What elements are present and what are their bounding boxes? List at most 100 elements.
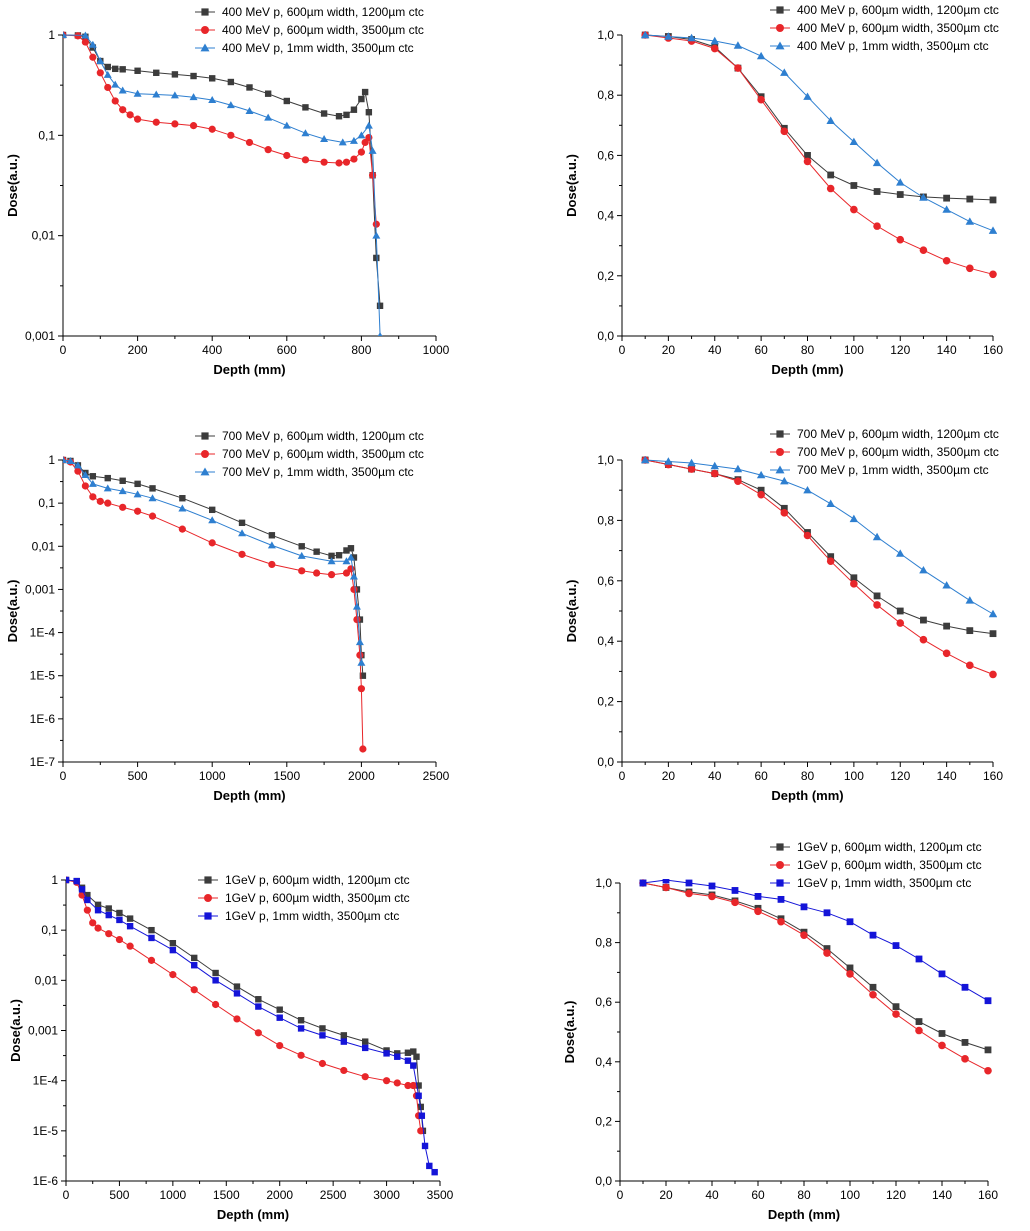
data-point (800, 903, 808, 911)
data-point (873, 222, 881, 230)
data-point (233, 1015, 241, 1023)
series-2 (63, 31, 380, 228)
data-point (873, 188, 881, 195)
data-point (417, 1127, 425, 1135)
y-tick-label: 0,01 (35, 973, 59, 987)
legend-marker (776, 24, 784, 32)
data-point (255, 996, 262, 1003)
legend: 400 MeV p, 600µm width, 1200µm ctc 400 Me… (195, 5, 424, 55)
data-point (335, 159, 343, 167)
chart-panel-c: 0 500 1000 1500 2000 2500 1E-7 1E-6 1E-5 1E-4 0,00… (5, 429, 450, 803)
legend-label: 1GeV p, 600µm width, 1200µm ctc (797, 840, 982, 854)
data-point (780, 476, 789, 485)
data-point (372, 220, 380, 228)
data-point (800, 931, 808, 939)
data-point (896, 619, 905, 627)
data-point (915, 955, 923, 963)
data-point (409, 1081, 417, 1090)
legend-marker (775, 41, 785, 50)
data-point (357, 685, 365, 693)
data-point (178, 504, 187, 512)
chart-panel-a: 0 200 400 600 800 1000 0,001 0,01 0,1 1 Depth (mm)… (5, 5, 450, 377)
data-point (189, 122, 198, 130)
data-point (78, 886, 86, 893)
data-point (757, 486, 765, 494)
data-point (212, 1000, 220, 1009)
x-tick-label: 2500 (423, 769, 450, 783)
chart-panel-b: 0 20 40 60 80 100 120 140 160 0,0 0,2 0,4 0,6 0,8 1,0 D… (564, 3, 1003, 377)
data-point (846, 918, 854, 926)
x-tick-label: 140 (932, 1188, 952, 1202)
data-point (846, 970, 854, 978)
x-tick-label: 2000 (266, 1188, 293, 1202)
series-line (642, 882, 989, 1072)
data-point (850, 574, 858, 582)
x-tick-label: 140 (937, 343, 957, 357)
data-point (103, 484, 112, 492)
legend-marker (776, 448, 784, 456)
data-point (152, 118, 160, 126)
data-point (961, 1039, 969, 1046)
data-point (148, 926, 155, 934)
x-tick-label: 80 (797, 1188, 811, 1202)
data-point (254, 1029, 262, 1037)
legend-marker (204, 912, 212, 920)
data-point (377, 332, 383, 336)
data-point (81, 482, 89, 490)
data-point (362, 1044, 369, 1052)
data-point (298, 567, 306, 575)
data-point (757, 95, 765, 104)
data-point (327, 557, 336, 565)
data-point (63, 31, 67, 38)
data-point (421, 1142, 429, 1150)
data-point (112, 65, 119, 73)
legend-label: 400 MeV p, 600µm width, 3500µm ctc (222, 23, 424, 37)
y-tick-label: 0,6 (597, 574, 614, 588)
legend-label: 1GeV p, 600µm width, 1200µm ctc (225, 873, 410, 887)
legend-marker (201, 8, 209, 16)
series-line (642, 879, 989, 1002)
data-point (320, 134, 329, 142)
data-point (404, 1049, 412, 1056)
data-point (850, 205, 858, 214)
data-point (209, 506, 216, 514)
data-point (238, 529, 247, 537)
data-point (148, 512, 157, 520)
series-layer (640, 31, 997, 279)
data-point (343, 547, 350, 554)
data-point (66, 876, 70, 884)
x-tick-label: 100 (840, 1188, 860, 1202)
data-point (105, 930, 113, 938)
data-point (919, 635, 928, 644)
data-point (178, 525, 186, 533)
data-point (896, 178, 905, 186)
y-axis-title: Dose(a.u.) (564, 154, 579, 217)
data-point (212, 969, 219, 977)
data-point (226, 101, 235, 109)
data-point (984, 1066, 992, 1075)
x-tick-label: 160 (983, 343, 1003, 357)
data-point (365, 109, 373, 116)
x-tick-label: 40 (708, 769, 722, 783)
series-line (66, 879, 436, 1173)
data-point (342, 557, 351, 565)
data-point (148, 934, 155, 942)
legend-marker (204, 876, 212, 884)
data-point (757, 490, 765, 499)
y-tick-label: 0,01 (32, 229, 56, 243)
legend-label: 700 MeV p, 600µm width, 3500µm ctc (797, 445, 999, 459)
data-point (238, 519, 246, 527)
x-tick-label: 1000 (199, 769, 226, 783)
x-tick-label: 3500 (427, 1188, 454, 1202)
data-point (754, 893, 762, 900)
data-point (133, 89, 142, 97)
data-point (710, 469, 719, 478)
data-point (118, 487, 127, 495)
y-axis-title: Dose(a.u.) (562, 1001, 577, 1064)
data-point (94, 907, 102, 914)
data-point (208, 95, 217, 103)
series-layer (640, 456, 997, 679)
data-point (347, 545, 355, 552)
x-axis-title: Depth (mm) (771, 788, 843, 803)
data-point (84, 891, 91, 899)
